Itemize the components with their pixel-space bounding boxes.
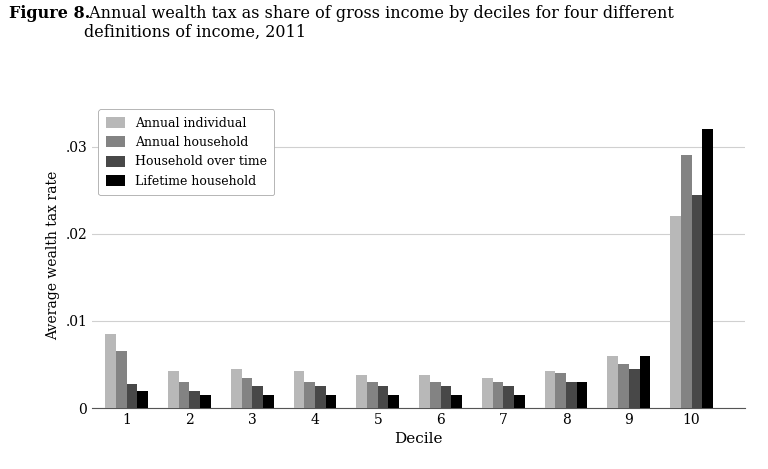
Text: Figure 8.: Figure 8. — [9, 5, 91, 22]
Bar — [105, 334, 116, 408]
Bar — [242, 378, 252, 408]
Bar — [545, 371, 555, 408]
Bar — [555, 373, 566, 408]
Bar — [629, 369, 640, 408]
Bar — [441, 386, 452, 408]
Bar — [293, 371, 304, 408]
Bar — [231, 369, 242, 408]
Bar — [200, 395, 210, 408]
Bar — [702, 129, 713, 408]
Bar — [692, 195, 702, 408]
Bar — [640, 356, 650, 408]
Bar — [419, 375, 430, 408]
Bar — [482, 378, 492, 408]
Bar — [137, 391, 148, 408]
Bar — [315, 386, 326, 408]
Bar — [607, 356, 618, 408]
Bar — [179, 382, 190, 408]
Bar — [190, 391, 200, 408]
Bar — [430, 382, 441, 408]
Bar — [326, 395, 336, 408]
Bar — [389, 395, 399, 408]
Bar — [127, 384, 137, 408]
Bar — [577, 382, 588, 408]
X-axis label: Decile: Decile — [394, 432, 443, 446]
Bar — [304, 382, 315, 408]
Bar — [492, 382, 503, 408]
Bar — [356, 375, 367, 408]
Bar — [263, 395, 273, 408]
Bar — [252, 386, 263, 408]
Bar — [452, 395, 462, 408]
Bar — [378, 386, 389, 408]
Bar — [168, 371, 179, 408]
Bar — [618, 364, 629, 408]
Bar — [566, 382, 577, 408]
Y-axis label: Average wealth tax rate: Average wealth tax rate — [46, 171, 60, 340]
Bar — [681, 155, 692, 408]
Bar — [670, 216, 681, 408]
Bar — [367, 382, 378, 408]
Bar — [116, 351, 127, 408]
Text: Annual wealth tax as share of gross income by deciles for four different
definit: Annual wealth tax as share of gross inco… — [84, 5, 674, 41]
Bar — [514, 395, 525, 408]
Legend: Annual individual, Annual household, Household over time, Lifetime household: Annual individual, Annual household, Hou… — [98, 109, 274, 195]
Bar — [503, 386, 514, 408]
